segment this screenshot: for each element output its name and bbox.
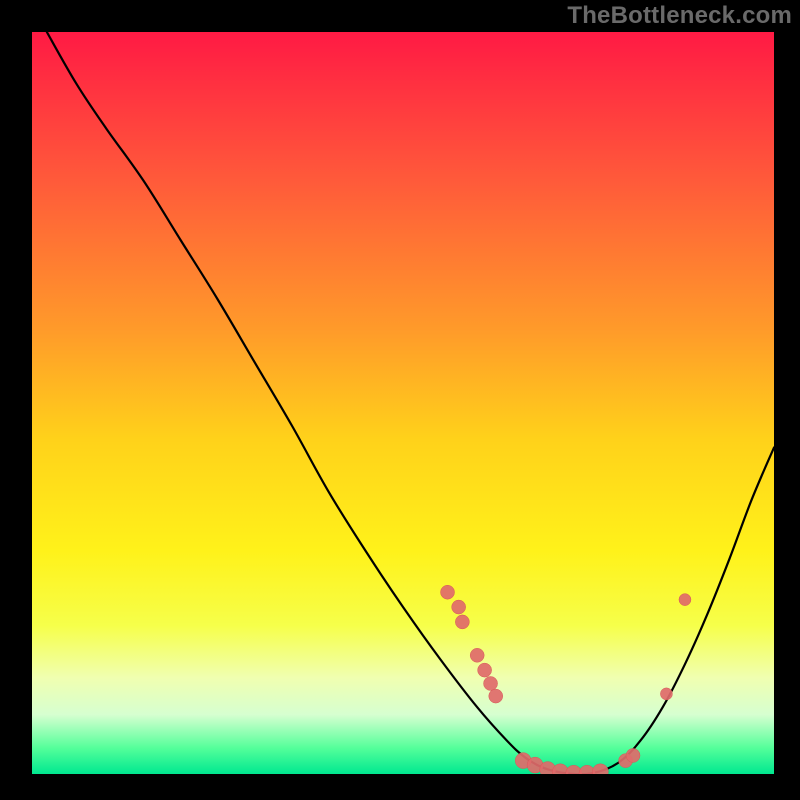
curve-marker bbox=[660, 688, 672, 700]
bottleneck-curve-chart bbox=[32, 32, 774, 774]
chart-stage: TheBottleneck.com bbox=[0, 0, 800, 800]
curve-marker bbox=[484, 676, 498, 690]
curve-marker bbox=[489, 689, 503, 703]
gradient-background bbox=[32, 32, 774, 774]
curve-marker bbox=[455, 615, 469, 629]
watermark-text: TheBottleneck.com bbox=[567, 2, 792, 30]
curve-marker bbox=[452, 600, 466, 614]
curve-marker bbox=[470, 648, 484, 662]
curve-marker bbox=[679, 594, 691, 606]
curve-marker bbox=[441, 585, 455, 599]
curve-marker bbox=[626, 748, 640, 762]
curve-marker bbox=[478, 663, 492, 677]
